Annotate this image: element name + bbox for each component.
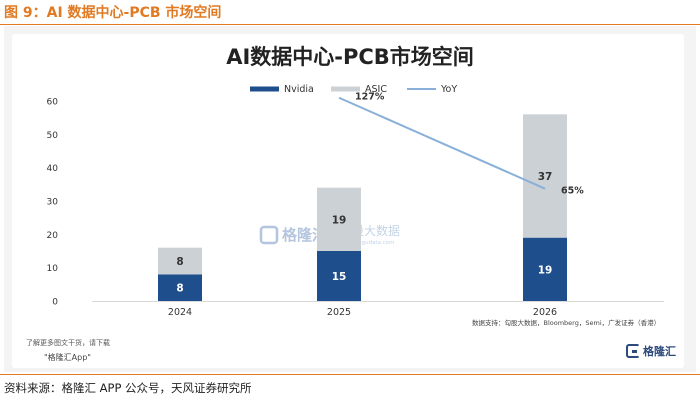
y-tick-label: 0 bbox=[52, 298, 58, 308]
watermark-url: www.gogudata.com bbox=[340, 240, 394, 246]
footer-divider bbox=[0, 374, 700, 375]
x-tick-label: 2025 bbox=[327, 307, 351, 318]
yoy-series bbox=[338, 96, 546, 190]
figure-title: 图 9：AI 数据中心-PCB 市场空间 bbox=[4, 5, 222, 21]
chart-axes: 0 10 20 30 40 50 60 2024 2025 2026 bbox=[47, 98, 664, 318]
yoy-line bbox=[338, 96, 546, 190]
legend-label-asic: ASIC bbox=[365, 84, 387, 95]
chart-legend: Nvidia ASIC YoY bbox=[250, 84, 457, 95]
chart-panel: AI数据中心-PCB市场空间 Nvidia ASIC YoY 格隆汇 勾股大数据 www… bbox=[4, 26, 696, 372]
download-hint: 了解更多图文干货，请下载 bbox=[26, 339, 110, 347]
bar-nvidia-2026 bbox=[523, 237, 567, 301]
y-tick-label: 40 bbox=[47, 164, 59, 174]
chart-card: AI数据中心-PCB市场空间 Nvidia ASIC YoY 格隆汇 勾股大数据 www… bbox=[12, 34, 684, 368]
figure-header: 图 9：AI 数据中心-PCB 市场空间 bbox=[0, 0, 700, 25]
data-source-note: 数据支持：勾股大数据，Bloomberg，Semi，广发证券（香港） bbox=[472, 318, 660, 327]
y-tick-label: 60 bbox=[47, 98, 59, 108]
yoy-label-2025: 127% bbox=[355, 92, 385, 103]
y-tick-label: 50 bbox=[47, 131, 59, 141]
data-label-nvidia-2024: 8 bbox=[176, 283, 183, 295]
bar-asic-2025 bbox=[317, 187, 361, 251]
chart-title: AI数据中心-PCB市场空间 bbox=[226, 45, 474, 69]
bar-asic-2024 bbox=[158, 247, 202, 275]
bar-nvidia-2025 bbox=[317, 251, 361, 301]
yoy-label-2026: 65% bbox=[561, 186, 584, 197]
y-tick-label: 10 bbox=[47, 264, 59, 274]
legend-swatch-asic bbox=[331, 86, 360, 92]
chart-bars bbox=[158, 114, 567, 301]
corner-logo-text: 格隆汇 bbox=[643, 345, 676, 358]
data-label-asic-2025: 19 bbox=[332, 214, 347, 226]
data-label-asic-2024: 8 bbox=[176, 256, 183, 268]
x-tick-label: 2026 bbox=[533, 307, 557, 318]
data-label-asic-2026: 37 bbox=[538, 171, 553, 183]
corner-logo: 格隆汇 bbox=[626, 343, 676, 359]
bar-asic-2026 bbox=[523, 114, 567, 238]
legend-label-nvidia: Nvidia bbox=[284, 84, 314, 95]
data-label-nvidia-2026: 19 bbox=[538, 264, 553, 276]
stacked-bar-chart: AI数据中心-PCB市场空间 Nvidia ASIC YoY 格隆汇 勾股大数据www… bbox=[47, 45, 664, 327]
watermark-g-logo-icon bbox=[259, 225, 279, 245]
legend-swatch-nvidia bbox=[250, 86, 279, 92]
y-tick-label: 30 bbox=[47, 198, 59, 208]
app-name-hint: "格隆汇App" bbox=[44, 353, 91, 362]
data-label-nvidia-2025: 15 bbox=[332, 271, 347, 283]
chart-data-labels: 8 8 15 19 19 37 127% 65% bbox=[176, 92, 584, 295]
source-note: 资料来源：格隆汇 APP 公众号，天风证券研究所 bbox=[4, 381, 252, 395]
y-tick-label: 20 bbox=[47, 231, 59, 241]
watermark-brand: 格隆汇 bbox=[282, 226, 327, 244]
x-tick-label: 2024 bbox=[168, 307, 192, 318]
g-logo-icon bbox=[626, 344, 640, 358]
bar-nvidia-2024 bbox=[158, 274, 202, 301]
legend-label-yoy: YoY bbox=[440, 84, 457, 95]
